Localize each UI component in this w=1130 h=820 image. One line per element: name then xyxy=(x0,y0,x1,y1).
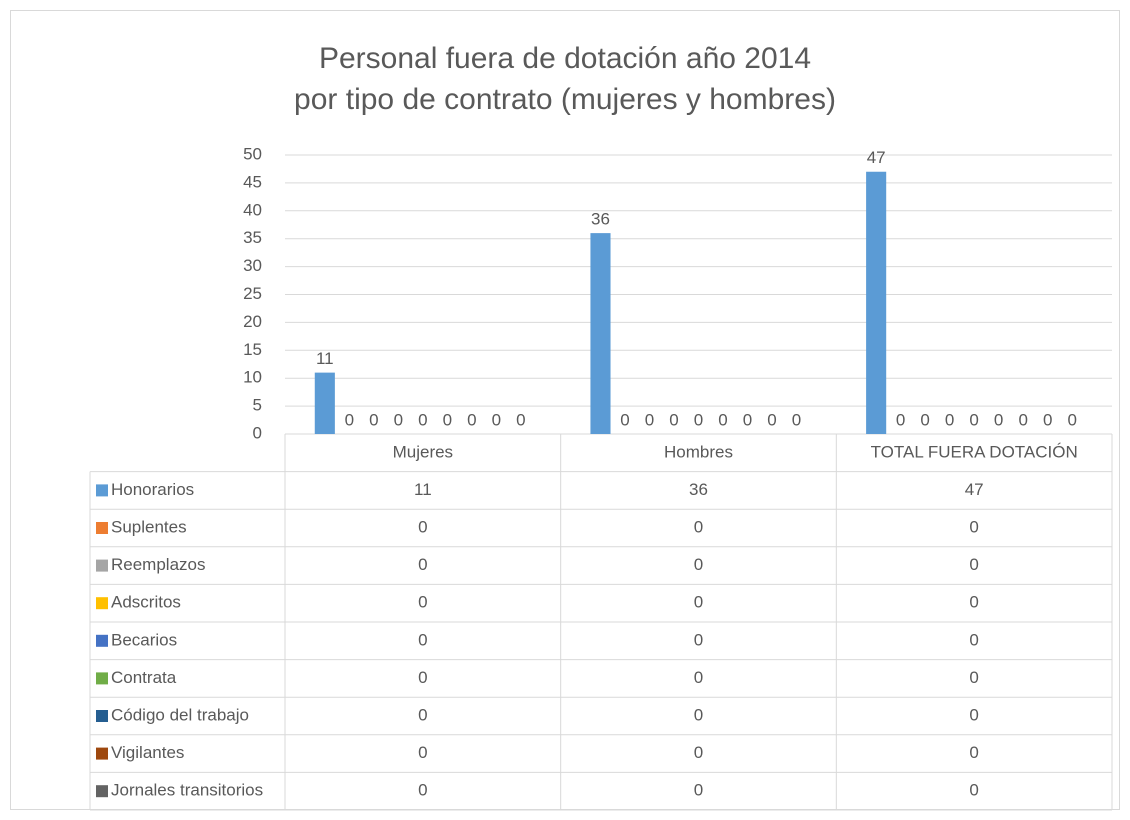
table-cell: 0 xyxy=(969,705,978,724)
y-tick-label: 20 xyxy=(243,312,262,331)
data-label: 0 xyxy=(492,410,501,429)
data-label: 0 xyxy=(620,410,629,429)
table-cell: 36 xyxy=(689,480,708,499)
table-cell: 0 xyxy=(418,705,427,724)
bar xyxy=(866,171,887,435)
data-label: 0 xyxy=(767,410,776,429)
legend-swatch xyxy=(96,634,108,647)
legend-label: Vigilantes xyxy=(111,743,184,762)
legend-swatch xyxy=(96,785,108,798)
y-tick-label: 15 xyxy=(243,340,262,359)
y-tick-label: 0 xyxy=(253,423,262,442)
table-cell: 0 xyxy=(694,630,703,649)
data-label: 47 xyxy=(867,148,886,167)
data-label: 0 xyxy=(896,410,905,429)
legend-label: Código del trabajo xyxy=(111,705,249,724)
y-tick-label: 25 xyxy=(243,284,262,303)
legend-label: Suplentes xyxy=(111,517,187,536)
y-tick-label: 35 xyxy=(243,228,262,247)
data-label: 0 xyxy=(694,410,703,429)
legend-label: Becarios xyxy=(111,630,177,649)
legend-label: Honorarios xyxy=(111,480,194,499)
data-label: 0 xyxy=(418,410,427,429)
data-label: 0 xyxy=(645,410,654,429)
y-tick-label: 30 xyxy=(243,256,262,275)
table-cell: 0 xyxy=(694,668,703,687)
data-label: 0 xyxy=(467,410,476,429)
y-tick-label: 40 xyxy=(243,200,262,219)
data-label: 0 xyxy=(394,410,403,429)
data-label: 0 xyxy=(1043,410,1052,429)
table-cell: 0 xyxy=(418,743,427,762)
table-cell: 0 xyxy=(694,705,703,724)
data-label: 0 xyxy=(1067,410,1076,429)
table-cell: 0 xyxy=(418,517,427,536)
table-cell: 0 xyxy=(694,517,703,536)
data-label: 0 xyxy=(792,410,801,429)
data-label: 0 xyxy=(345,410,354,429)
legend-swatch xyxy=(96,484,108,497)
data-label: 0 xyxy=(516,410,525,429)
legend-label: Contrata xyxy=(111,668,177,687)
y-tick-label: 5 xyxy=(253,396,262,415)
y-tick-label: 10 xyxy=(243,368,262,387)
table-cell: 47 xyxy=(965,480,984,499)
table-cell: 0 xyxy=(694,593,703,612)
bar xyxy=(314,372,335,434)
table-cell: 0 xyxy=(969,555,978,574)
table-cell: 0 xyxy=(969,517,978,536)
x-tick-label: TOTAL FUERA DOTACIÓN xyxy=(871,442,1078,461)
table-cell: 0 xyxy=(418,555,427,574)
x-tick-label: Hombres xyxy=(664,442,733,461)
table-cell: 0 xyxy=(969,668,978,687)
legend-swatch xyxy=(96,710,108,722)
legend-swatch xyxy=(96,747,108,760)
table-cell: 0 xyxy=(694,743,703,762)
table-cell: 0 xyxy=(969,781,978,800)
bar xyxy=(590,233,611,434)
legend-swatch xyxy=(96,672,108,685)
table-cell: 0 xyxy=(694,781,703,800)
data-label: 36 xyxy=(591,210,610,229)
table-cell: 0 xyxy=(969,630,978,649)
data-label: 0 xyxy=(443,410,452,429)
y-tick-label: 45 xyxy=(243,172,262,191)
data-label: 11 xyxy=(316,349,334,368)
legend-label: Adscritos xyxy=(111,593,181,612)
data-label: 0 xyxy=(1018,410,1027,429)
y-tick-label: 50 xyxy=(243,144,262,163)
data-label: 0 xyxy=(969,410,978,429)
table-cell: 11 xyxy=(414,480,432,499)
table-cell: 0 xyxy=(969,743,978,762)
chart-title: por tipo de contrato (mujeres y hombres) xyxy=(294,83,836,116)
table-cell: 0 xyxy=(694,555,703,574)
data-label: 0 xyxy=(994,410,1003,429)
data-label: 0 xyxy=(669,410,678,429)
data-label: 0 xyxy=(920,410,929,429)
data-label: 0 xyxy=(945,410,954,429)
data-label: 0 xyxy=(743,410,752,429)
table-cell: 0 xyxy=(969,593,978,612)
chart-title: Personal fuera de dotación año 2014 xyxy=(319,42,811,75)
legend-swatch xyxy=(96,522,108,534)
data-label: 0 xyxy=(369,410,378,429)
table-cell: 0 xyxy=(418,668,427,687)
chart-border xyxy=(10,10,1120,810)
legend-swatch xyxy=(96,597,108,610)
table-cell: 0 xyxy=(418,593,427,612)
legend-label: Reemplazos xyxy=(111,555,206,574)
x-tick-label: Mujeres xyxy=(393,442,453,461)
data-label: 0 xyxy=(718,410,727,429)
legend-label: Jornales transitorios xyxy=(111,781,263,800)
table-cell: 0 xyxy=(418,630,427,649)
table-cell: 0 xyxy=(418,781,427,800)
legend-swatch xyxy=(96,559,108,572)
